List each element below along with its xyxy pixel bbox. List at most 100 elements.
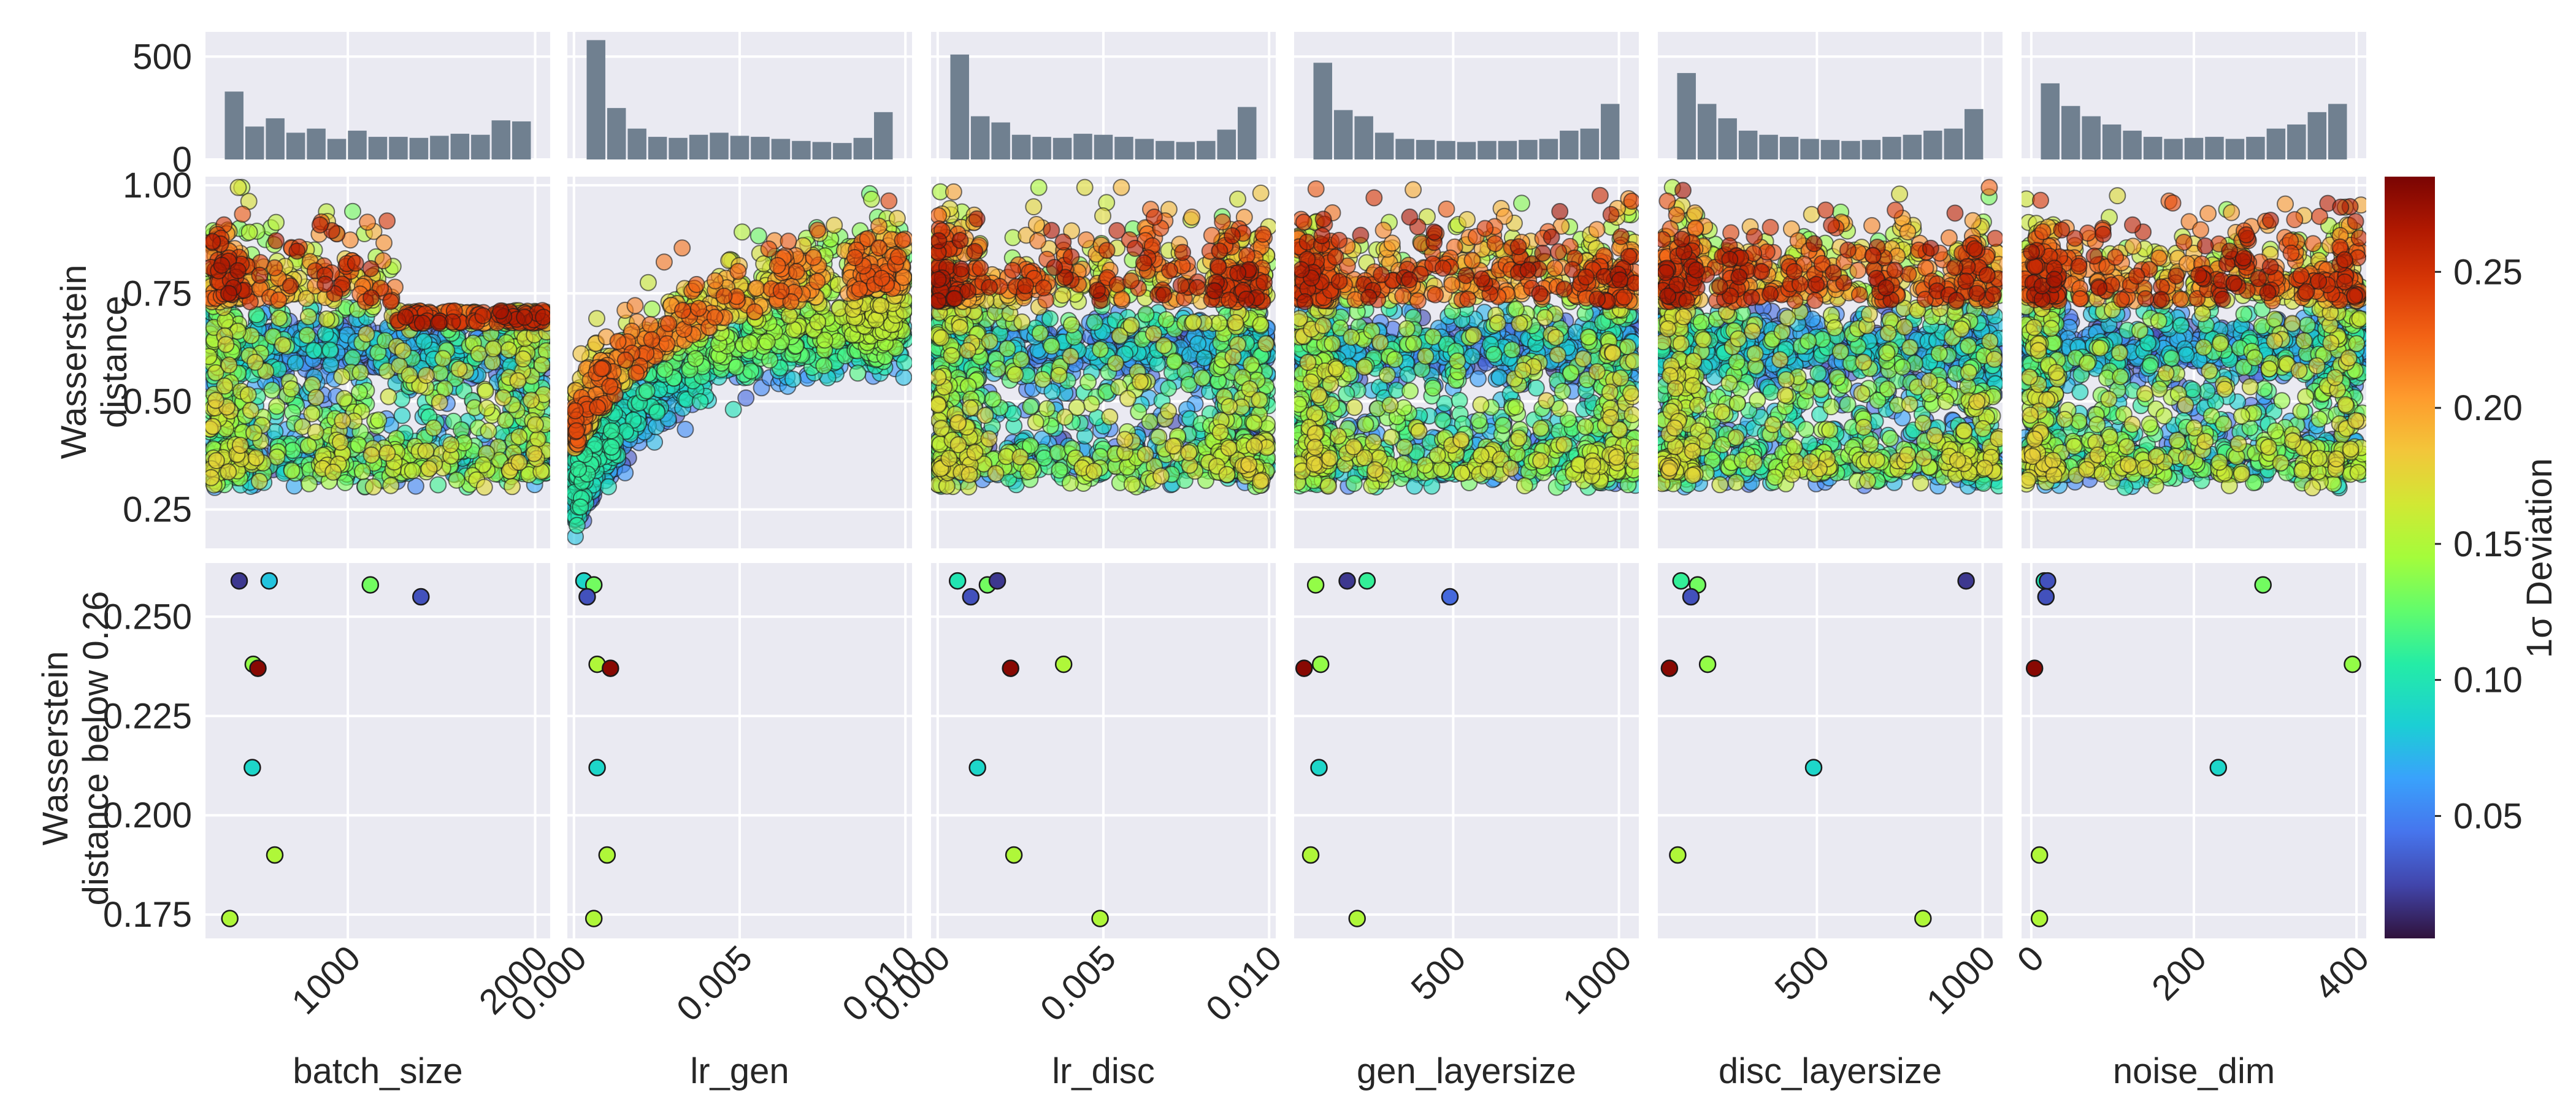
scatter-point xyxy=(205,469,220,486)
scatter-point xyxy=(870,217,887,235)
scatter-point xyxy=(282,380,300,397)
scatter-point xyxy=(895,369,912,386)
scatter-point xyxy=(880,192,898,210)
scatter-point xyxy=(397,309,415,326)
scatter-point xyxy=(888,210,906,228)
histogram-bar xyxy=(266,118,285,159)
scatter-point xyxy=(250,472,268,490)
scatter-point xyxy=(370,411,388,429)
scatter-point xyxy=(251,266,269,284)
scatter-point xyxy=(570,460,588,478)
scatter-point xyxy=(895,354,912,372)
scatter-point xyxy=(602,422,620,440)
panel-histogram-batch_size xyxy=(205,32,550,161)
scatter-point xyxy=(568,422,586,440)
scatter-point xyxy=(510,428,528,445)
scatter-point xyxy=(816,331,834,349)
scatter-point xyxy=(706,272,724,289)
histogram-bar xyxy=(245,126,264,159)
scatter-point xyxy=(782,293,800,310)
scatter-point xyxy=(526,416,544,434)
scatter-point xyxy=(760,240,778,258)
scatter-point xyxy=(347,255,364,272)
scatter-point xyxy=(374,252,392,270)
best-point xyxy=(412,588,430,606)
plot-area xyxy=(205,178,550,496)
histogram-bar xyxy=(751,137,770,159)
scatter-point xyxy=(234,205,251,223)
histogram-bar xyxy=(409,137,429,159)
plot-area xyxy=(221,572,430,927)
best-point xyxy=(578,588,596,606)
scatter-point xyxy=(299,437,317,454)
scatter-point xyxy=(247,353,264,371)
scatter-point xyxy=(724,401,742,418)
scatter-point xyxy=(305,342,323,359)
scatter-point xyxy=(746,303,764,321)
scatter-point xyxy=(784,370,802,388)
scatter-point xyxy=(343,349,361,367)
histogram-bar xyxy=(627,128,646,159)
scatter-point xyxy=(335,389,353,407)
scatter-point xyxy=(307,389,325,407)
scatter-point xyxy=(220,463,237,481)
scatter-point xyxy=(413,314,431,332)
histogram-bar xyxy=(1217,129,1236,159)
histogram-bar xyxy=(648,137,667,159)
plot-area xyxy=(586,40,893,159)
histogram-bar xyxy=(1197,140,1216,159)
plot-area xyxy=(567,185,912,545)
scatter-point xyxy=(655,253,673,271)
scatter-point xyxy=(535,309,550,326)
scatter-point xyxy=(267,232,285,250)
histogram-bar xyxy=(792,140,811,159)
scatter-point xyxy=(475,478,493,496)
histogram-bar xyxy=(710,132,729,159)
scatter-point xyxy=(772,282,790,300)
scatter-point xyxy=(867,311,885,329)
scatter-point xyxy=(307,423,324,441)
scatter-point xyxy=(205,232,221,250)
panel-all-samples-batch_size xyxy=(205,177,550,548)
histogram-bar xyxy=(833,143,852,159)
scatter-point xyxy=(205,418,221,435)
scatter-point xyxy=(674,302,691,320)
scatter-point xyxy=(485,340,502,358)
histogram-bar xyxy=(1094,134,1113,159)
scatter-point xyxy=(359,213,377,231)
scatter-point xyxy=(393,407,411,424)
scatter-point xyxy=(220,356,238,374)
scatter-point xyxy=(298,326,316,344)
scatter-point xyxy=(658,335,676,353)
scatter-point xyxy=(450,360,468,378)
scatter-point xyxy=(895,269,912,286)
best-point xyxy=(221,910,239,927)
histogram-bar xyxy=(471,134,490,159)
scatter-point xyxy=(648,404,666,421)
scatter-point xyxy=(643,300,661,318)
scatter-point xyxy=(311,216,329,234)
scatter-point xyxy=(362,447,380,464)
scatter-point xyxy=(863,190,880,208)
scatter-point xyxy=(231,437,249,454)
scatter-point xyxy=(815,357,833,375)
scatter-point xyxy=(601,377,619,395)
histogram-bar xyxy=(1114,137,1133,159)
scatter-point xyxy=(216,377,234,395)
scatter-point xyxy=(504,478,521,496)
scatter-point xyxy=(894,231,911,249)
scatter-point xyxy=(478,399,496,417)
scatter-point xyxy=(509,372,527,389)
scatter-point xyxy=(769,257,786,274)
scatter-point xyxy=(378,212,396,230)
plot-area xyxy=(931,178,1276,496)
scatter-point xyxy=(873,269,891,287)
scatter-point xyxy=(303,405,321,423)
scatter-point xyxy=(229,178,247,196)
histogram-bar xyxy=(669,137,688,159)
best-point xyxy=(598,846,616,864)
scatter-point xyxy=(267,213,285,231)
histogram-bar xyxy=(430,136,449,159)
scatter-point xyxy=(364,478,382,496)
